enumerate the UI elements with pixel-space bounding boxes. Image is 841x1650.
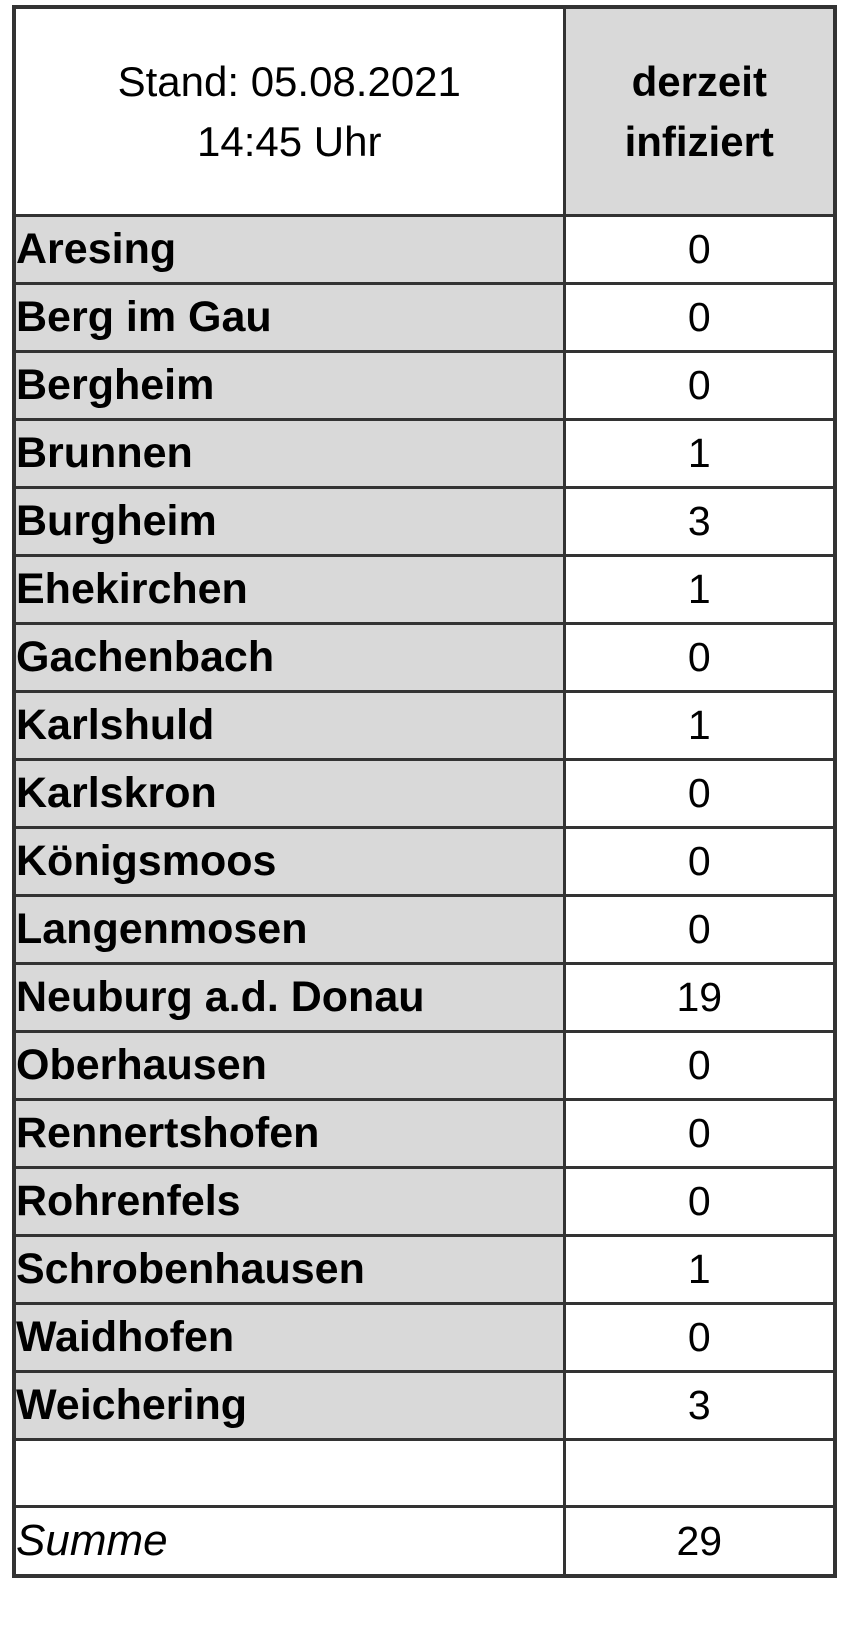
municipality-name-cell: Karlshuld xyxy=(12,690,566,761)
municipality-name-cell: Waidhofen xyxy=(12,1302,566,1373)
table-row: Aresing 0 xyxy=(12,214,837,285)
spacer-row xyxy=(12,1438,837,1508)
table-row: Rohrenfels 0 xyxy=(12,1166,837,1237)
infected-count-cell: 0 xyxy=(562,282,837,353)
municipality-name-cell: Königsmoos xyxy=(12,826,566,897)
infected-count-cell: 0 xyxy=(562,214,837,285)
spacer-cell xyxy=(562,1438,837,1508)
municipality-name-cell: Berg im Gau xyxy=(12,282,566,353)
municipality-name-cell: Rohrenfels xyxy=(12,1166,566,1237)
table-row: Schrobenhausen 1 xyxy=(12,1234,837,1305)
summary-label: Summe xyxy=(12,1505,566,1578)
table-row: Oberhausen 0 xyxy=(12,1030,837,1101)
municipality-name-cell: Aresing xyxy=(12,214,566,285)
municipality-name-cell: Rennertshofen xyxy=(12,1098,566,1169)
infected-count-cell: 0 xyxy=(562,894,837,965)
municipality-name-cell: Oberhausen xyxy=(12,1030,566,1101)
municipality-name-cell: Ehekirchen xyxy=(12,554,566,625)
table-row: Bergheim 0 xyxy=(12,350,837,421)
infected-count-cell: 0 xyxy=(562,1166,837,1237)
table-row: Rennertshofen 0 xyxy=(12,1098,837,1169)
table-row: Weichering 3 xyxy=(12,1370,837,1441)
infected-count-cell: 0 xyxy=(562,758,837,829)
infected-count-cell: 19 xyxy=(562,962,837,1033)
table-row: Karlskron 0 xyxy=(12,758,837,829)
summary-value: 29 xyxy=(562,1505,837,1578)
infected-count-cell: 1 xyxy=(562,690,837,761)
table-row: Neuburg a.d. Donau 19 xyxy=(12,962,837,1033)
municipality-rows: Aresing 0 Berg im Gau 0 Bergheim 0 Brunn… xyxy=(12,214,837,1441)
header-row: Stand: 05.08.2021 14:45 Uhr derzeit infi… xyxy=(12,5,837,217)
infected-count-cell: 3 xyxy=(562,486,837,557)
municipality-name-cell: Gachenbach xyxy=(12,622,566,693)
municipality-name-cell: Schrobenhausen xyxy=(12,1234,566,1305)
table-row: Ehekirchen 1 xyxy=(12,554,837,625)
table-row: Waidhofen 0 xyxy=(12,1302,837,1373)
infected-count-cell: 0 xyxy=(562,826,837,897)
infected-count-cell: 1 xyxy=(562,1234,837,1305)
municipality-name-cell: Weichering xyxy=(12,1370,566,1441)
table-row: Berg im Gau 0 xyxy=(12,282,837,353)
infected-count-cell: 0 xyxy=(562,1302,837,1373)
infected-count-cell: 3 xyxy=(562,1370,837,1441)
table-row: Königsmoos 0 xyxy=(12,826,837,897)
infected-count-cell: 0 xyxy=(562,1030,837,1101)
table-row: Brunnen 1 xyxy=(12,418,837,489)
value-column-header: derzeit infiziert xyxy=(562,5,837,217)
municipality-name-cell: Brunnen xyxy=(12,418,566,489)
table-row: Langenmosen 0 xyxy=(12,894,837,965)
municipality-name-cell: Burgheim xyxy=(12,486,566,557)
table-row: Karlshuld 1 xyxy=(12,690,837,761)
municipality-name-cell: Neuburg a.d. Donau xyxy=(12,962,566,1033)
time-stamp-line: 14:45 Uhr xyxy=(197,117,382,165)
table-row: Gachenbach 0 xyxy=(12,622,837,693)
municipality-name-cell: Langenmosen xyxy=(12,894,566,965)
spacer-cell xyxy=(12,1438,566,1508)
date-header-cell: Stand: 05.08.2021 14:45 Uhr xyxy=(12,5,566,217)
summary-row: Summe 29 xyxy=(12,1505,837,1578)
infected-count-cell: 1 xyxy=(562,418,837,489)
infected-count-cell: 0 xyxy=(562,622,837,693)
table-footer: Summe 29 xyxy=(12,1438,837,1578)
value-header-line-1: derzeit xyxy=(631,57,767,105)
infected-count-cell: 1 xyxy=(562,554,837,625)
infected-count-cell: 0 xyxy=(562,1098,837,1169)
date-stamp-line: Stand: 05.08.2021 xyxy=(117,57,461,105)
table-row: Burgheim 3 xyxy=(12,486,837,557)
municipality-name-cell: Bergheim xyxy=(12,350,566,421)
municipality-name-cell: Karlskron xyxy=(12,758,566,829)
value-header-line-2: infiziert xyxy=(624,117,774,165)
infections-table: Stand: 05.08.2021 14:45 Uhr derzeit infi… xyxy=(12,5,837,1578)
infected-count-cell: 0 xyxy=(562,350,837,421)
